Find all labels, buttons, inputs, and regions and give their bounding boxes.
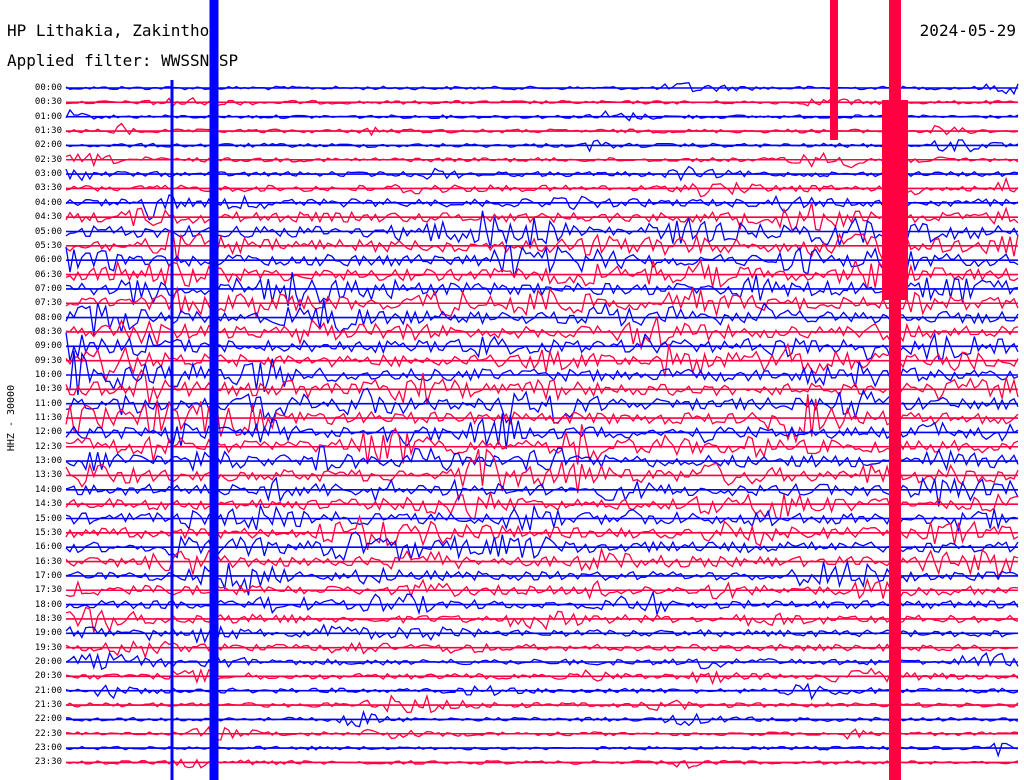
- time-tick-label: 16:00: [34, 542, 62, 553]
- time-tick-label: 02:00: [34, 140, 62, 151]
- time-tick-label: 00:30: [34, 97, 62, 108]
- trace-2100: [65, 682, 1019, 701]
- time-tick-label: 18:30: [34, 613, 62, 624]
- time-tick-label: 12:30: [34, 441, 62, 452]
- trace-1000: [65, 350, 1019, 395]
- trace-0730: [65, 285, 1019, 318]
- time-tick-label: 22:00: [34, 714, 62, 725]
- trace-1300: [65, 446, 1019, 473]
- trace-0130: [65, 122, 1019, 137]
- trace-1530: [65, 514, 1019, 550]
- saturated-band-red-2-wide: [882, 100, 908, 300]
- trace-2330: [65, 758, 1019, 769]
- trace-1100: [65, 387, 1019, 424]
- time-tick-label: 14:00: [34, 484, 62, 495]
- trace-1630: [65, 546, 1019, 579]
- time-tick-label: 16:30: [34, 556, 62, 567]
- time-tick-label: 21:30: [34, 700, 62, 711]
- time-tick-label: 03:00: [34, 169, 62, 180]
- trace-0030: [65, 97, 1019, 108]
- time-tick-label: 03:30: [34, 183, 62, 194]
- time-tick-label: 05:00: [34, 226, 62, 237]
- time-tick-label: 08:30: [34, 326, 62, 337]
- time-tick-label: 06:30: [34, 269, 62, 280]
- time-tick-label: 07:00: [34, 283, 62, 294]
- time-tick-label: 19:00: [34, 628, 62, 639]
- saturated-band-blue-left: [170, 80, 174, 780]
- time-tick-label: 06:00: [34, 255, 62, 266]
- time-tick-label: 09:00: [34, 341, 62, 352]
- time-tick-label: 07:30: [34, 298, 62, 309]
- trace-1900: [65, 622, 1018, 645]
- filter-label: Applied filter: WWSSN-SP: [7, 51, 239, 70]
- trace-2030: [65, 667, 1019, 686]
- trace-1830: [65, 606, 1019, 633]
- trace-1230: [65, 424, 1019, 466]
- trace-1200: [65, 413, 1019, 449]
- time-tick-label: 13:00: [34, 456, 62, 467]
- trace-1800: [65, 589, 1019, 616]
- saturated-band-red-1: [830, 0, 838, 140]
- time-tick-label: 22:30: [34, 728, 62, 739]
- time-tick-label: 00:00: [34, 83, 62, 93]
- time-tick-label: 17:30: [34, 585, 62, 596]
- time-tick-label: 08:00: [34, 312, 62, 323]
- saturated-band-blue-center: [209, 0, 219, 780]
- time-tick-label: 17:00: [34, 570, 62, 581]
- station-title: HP Lithakia, Zakinthos: [7, 21, 219, 40]
- trace-2300: [65, 742, 1019, 758]
- trace-2130: [65, 693, 1019, 714]
- trace-0430: [65, 202, 1019, 231]
- trace-0530: [65, 230, 1019, 263]
- time-tick-label: 11:00: [34, 398, 62, 409]
- time-tick-label: 19:30: [34, 642, 62, 653]
- time-tick-label: 14:30: [34, 499, 62, 510]
- time-tick-label: 23:00: [34, 743, 62, 754]
- trace-1600: [65, 531, 1019, 562]
- time-tick-label: 11:30: [34, 413, 62, 424]
- time-tick-label: 18:00: [34, 599, 62, 610]
- trace-2000: [65, 651, 1019, 671]
- trace-0300: [65, 165, 1019, 182]
- trace-1130: [65, 394, 1019, 444]
- time-tick-label: 20:30: [34, 671, 62, 682]
- time-tick-label: 02:30: [34, 154, 62, 165]
- trace-0230: [65, 151, 1019, 169]
- time-tick-label: 15:30: [34, 527, 62, 538]
- time-tick-label: 13:30: [34, 470, 62, 481]
- trace-0100: [65, 108, 1019, 122]
- time-tick-label: 12:00: [34, 427, 62, 438]
- time-tick-label: 23:30: [34, 757, 62, 768]
- trace-1930: [65, 640, 1019, 660]
- time-tick-label: 15:00: [34, 513, 62, 524]
- time-tick-label: 20:00: [34, 657, 62, 667]
- trace-0500: [65, 210, 1019, 249]
- trace-0830: [65, 316, 1019, 351]
- time-tick-label: 21:00: [34, 685, 62, 696]
- trace-1030: [65, 369, 1019, 405]
- time-tick-label: 09:30: [34, 355, 62, 366]
- date-label: 2024-05-29: [919, 21, 1016, 40]
- time-tick-label: 10:00: [34, 370, 62, 380]
- trace-1730: [65, 577, 1019, 601]
- time-tick-label: 01:00: [34, 111, 62, 122]
- time-tick-label: 04:30: [34, 212, 62, 223]
- time-tick-label: 01:30: [34, 126, 62, 137]
- time-tick-label: 10:30: [34, 384, 62, 395]
- time-tick-label: 04:00: [34, 197, 62, 208]
- trace-1700: [65, 559, 1019, 596]
- time-tick-label: 05:30: [34, 240, 62, 251]
